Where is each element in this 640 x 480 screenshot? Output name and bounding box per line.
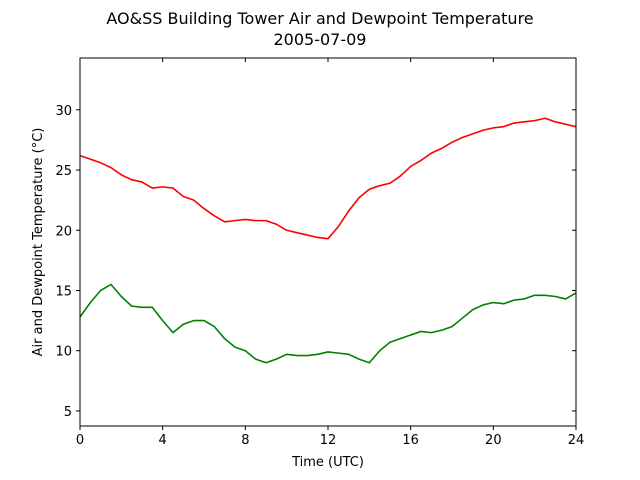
- y-tick-label: 15: [55, 284, 72, 299]
- y-tick-label: 20: [55, 224, 72, 239]
- x-axis-label: Time (UTC): [291, 455, 364, 470]
- y-tick-label: 30: [55, 104, 72, 119]
- x-tick-label: 0: [76, 433, 84, 448]
- y-tick-label: 25: [55, 164, 72, 179]
- chart-title: AO&SS Building Tower Air and Dewpoint Te…: [106, 9, 533, 28]
- chart-subtitle: 2005-07-09: [274, 30, 367, 49]
- y-axis-label: Air and Dewpoint Temperature (°C): [31, 128, 46, 357]
- x-tick-label: 4: [159, 433, 167, 448]
- data-line: [79, 283, 577, 364]
- x-tick-label: 20: [485, 433, 502, 448]
- x-tick-label: 8: [241, 433, 249, 448]
- y-tick-label: 5: [64, 405, 72, 420]
- x-tick-label: 12: [320, 433, 337, 448]
- x-tick-label: 24: [568, 433, 585, 448]
- x-tick-label: 16: [402, 433, 419, 448]
- y-tick-label: 10: [55, 345, 72, 360]
- plot-frame: [79, 57, 577, 427]
- data-line: [79, 117, 577, 240]
